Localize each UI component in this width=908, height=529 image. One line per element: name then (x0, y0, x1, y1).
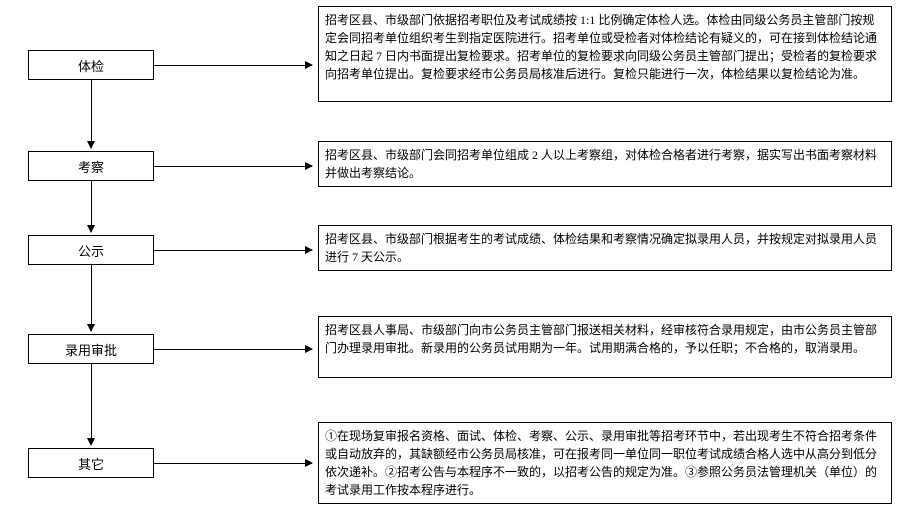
arrow-down-tijian (91, 80, 92, 148)
step-label: 录用审批 (65, 340, 117, 359)
step-kaocha: 考察 (28, 151, 154, 181)
desc-gongshi: 招考区县、市级部门根据考生的考试成绩、体检结果和考察情况确定拟录用人员，并按规定… (318, 225, 892, 271)
step-tijian: 体检 (28, 50, 154, 80)
desc-qita: ①在现场复审报名资格、面试、体检、考察、公示、录用审批等招考环节中，若出现考生不… (318, 422, 892, 504)
step-label: 公示 (78, 241, 104, 260)
desc-tijian: 招考区县、市级部门依据招考职位及考试成绩按 1:1 比例确定体检人选。体检由同级… (318, 6, 892, 102)
arrow-down-gongshi (91, 265, 92, 331)
arrow-right-luyong (154, 349, 312, 350)
step-gongshi: 公示 (28, 235, 154, 265)
arrow-down-luyong (91, 364, 92, 445)
arrow-right-qita (154, 463, 312, 464)
step-label: 体检 (78, 56, 104, 75)
step-luyong: 录用审批 (28, 334, 154, 364)
desc-luyong: 招考区县人事局、市级部门向市公务员主管部门报送相关材料，经审核符合录用规定，由市… (318, 316, 892, 378)
arrow-right-kaocha (154, 166, 312, 167)
step-label: 考察 (78, 157, 104, 176)
step-qita: 其它 (28, 448, 154, 478)
desc-kaocha: 招考区县、市级部门会同招考单位组成 2 人以上考察组，对体检合格者进行考察，据实… (318, 141, 892, 187)
step-label: 其它 (78, 454, 104, 473)
arrow-down-kaocha (91, 181, 92, 232)
arrow-right-gongshi (154, 250, 312, 251)
arrow-right-tijian (154, 65, 312, 66)
